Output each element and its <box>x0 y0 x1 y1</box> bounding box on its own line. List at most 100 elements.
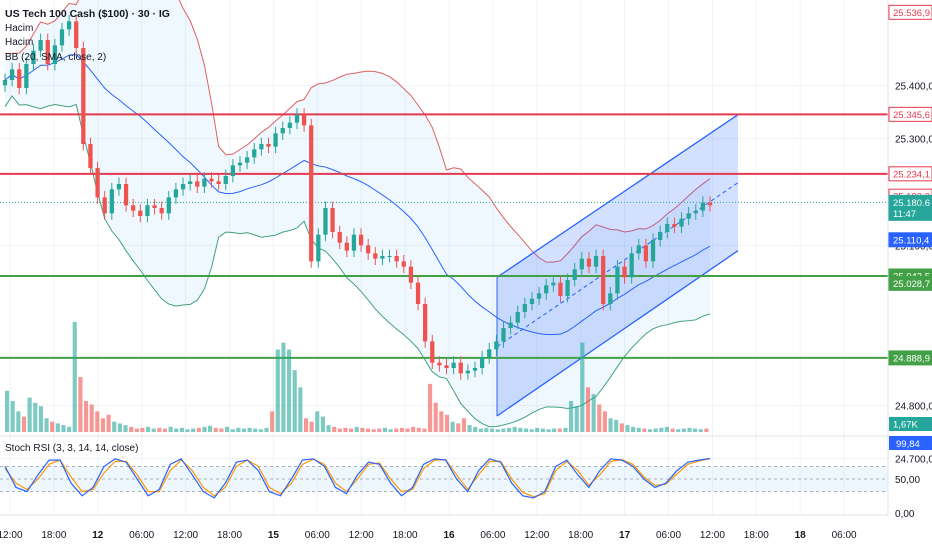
volume-bar <box>5 390 10 432</box>
candle-body <box>74 21 79 48</box>
candle-body <box>373 253 378 259</box>
x-tick-label: 12 <box>92 530 104 541</box>
x-tick-label: 12:00 <box>0 530 23 541</box>
candle-body <box>643 245 649 262</box>
volume-bar <box>585 387 591 432</box>
candle-body <box>2 80 8 86</box>
legend-volume-2[interactable]: Hacim <box>5 37 34 48</box>
volume-bar <box>129 426 134 432</box>
candle-body <box>608 293 613 304</box>
volume-bar <box>106 414 111 432</box>
candle-body <box>572 269 577 280</box>
volume-bar <box>55 423 60 432</box>
x-tick-label: 12:00 <box>700 530 725 541</box>
volume-bar <box>100 418 106 432</box>
volume-bar <box>388 429 393 432</box>
volume-bar <box>456 423 461 432</box>
stoch-tick-label: 0,00 <box>895 509 915 520</box>
volume-bar <box>574 406 579 432</box>
volume-bar <box>151 428 156 432</box>
volume-bar <box>44 418 49 432</box>
volume-bar <box>21 416 27 432</box>
volume-bar <box>253 428 258 432</box>
candle-body <box>394 256 399 262</box>
candle-body <box>636 245 641 254</box>
candlesticks <box>2 14 713 380</box>
volume-bar <box>360 427 365 432</box>
volume-bar <box>174 428 179 432</box>
volume-bar <box>236 427 241 432</box>
price-badge-resistance <box>888 106 932 122</box>
x-tick-label: 12:00 <box>524 530 549 541</box>
candle-body <box>522 304 527 312</box>
volume-bar <box>326 425 331 432</box>
volume-bar <box>670 428 675 432</box>
candle-body <box>679 218 684 227</box>
volume-bar <box>444 414 450 432</box>
x-tick-label: 18:00 <box>393 530 418 541</box>
volume-bar <box>168 426 173 432</box>
candle-body <box>59 29 65 46</box>
volume-bar <box>33 402 38 432</box>
price-badge-label: 24.888,9 <box>893 353 930 364</box>
candle-body <box>52 45 57 64</box>
channel-upper <box>496 114 739 278</box>
volume-bar <box>264 427 269 432</box>
candle-body <box>280 128 285 134</box>
volume-bar <box>518 427 523 432</box>
volume-bar <box>292 370 297 432</box>
candle-body <box>17 69 22 88</box>
volume-badge-label: 1,67K <box>893 420 918 431</box>
candle-body <box>9 69 15 80</box>
volume-bar <box>647 429 653 432</box>
candle-body <box>615 266 620 294</box>
symbol-title[interactable]: US Tech 100 Cash ($100) · 30 · IG <box>5 8 170 20</box>
volume-bar <box>478 428 483 432</box>
candle-body <box>230 165 236 176</box>
candle-body <box>301 114 307 126</box>
volume-bar <box>123 425 128 432</box>
x-tick-label: 12:00 <box>349 530 374 541</box>
candle-body <box>366 245 371 254</box>
volume-bar <box>523 428 529 432</box>
candle-body <box>95 168 100 198</box>
x-tick-label: 06:00 <box>480 530 505 541</box>
x-tick-label: 18:00 <box>568 530 593 541</box>
volume-bar <box>428 383 433 432</box>
candle-body <box>472 368 478 371</box>
price-badge-label: 25.180,6 <box>893 198 930 209</box>
price-badge-support <box>888 275 932 291</box>
candle-body <box>202 178 207 187</box>
volume-bar <box>704 428 709 432</box>
candle-body <box>237 162 243 166</box>
legend-bollinger[interactable]: BB (20, SMA, close, 2) <box>5 51 107 63</box>
volume-bar <box>450 421 455 432</box>
volume-bar <box>72 322 77 432</box>
candle-body <box>508 322 513 328</box>
stoch-legend[interactable]: Stoch RSI (3, 3, 14, 14, close) <box>5 443 139 454</box>
volume-bar <box>83 401 89 432</box>
volume-bar <box>332 426 337 432</box>
volume-bar <box>546 429 551 432</box>
volume-bar <box>337 428 342 432</box>
volume-bar <box>67 426 72 432</box>
candle-body <box>344 242 349 251</box>
candle-body <box>337 232 342 243</box>
horizontal-levels[interactable] <box>0 113 888 359</box>
candle-body <box>88 144 93 168</box>
volume-bar <box>349 428 354 432</box>
price-badge-timer <box>888 205 932 221</box>
stoch-rsi-pane <box>0 435 888 499</box>
candle-body <box>351 234 357 251</box>
candle-body <box>273 133 278 147</box>
volume-bar <box>411 426 416 432</box>
candle-body <box>529 298 535 304</box>
volume-bar <box>580 342 585 432</box>
volume-bar <box>608 418 613 432</box>
legend-volume-1[interactable]: Hacim <box>5 22 34 34</box>
volume-bar <box>309 421 314 432</box>
stoch-current-label: 99,84 <box>896 439 920 450</box>
candle-body <box>423 304 428 342</box>
candle-body <box>444 365 449 368</box>
